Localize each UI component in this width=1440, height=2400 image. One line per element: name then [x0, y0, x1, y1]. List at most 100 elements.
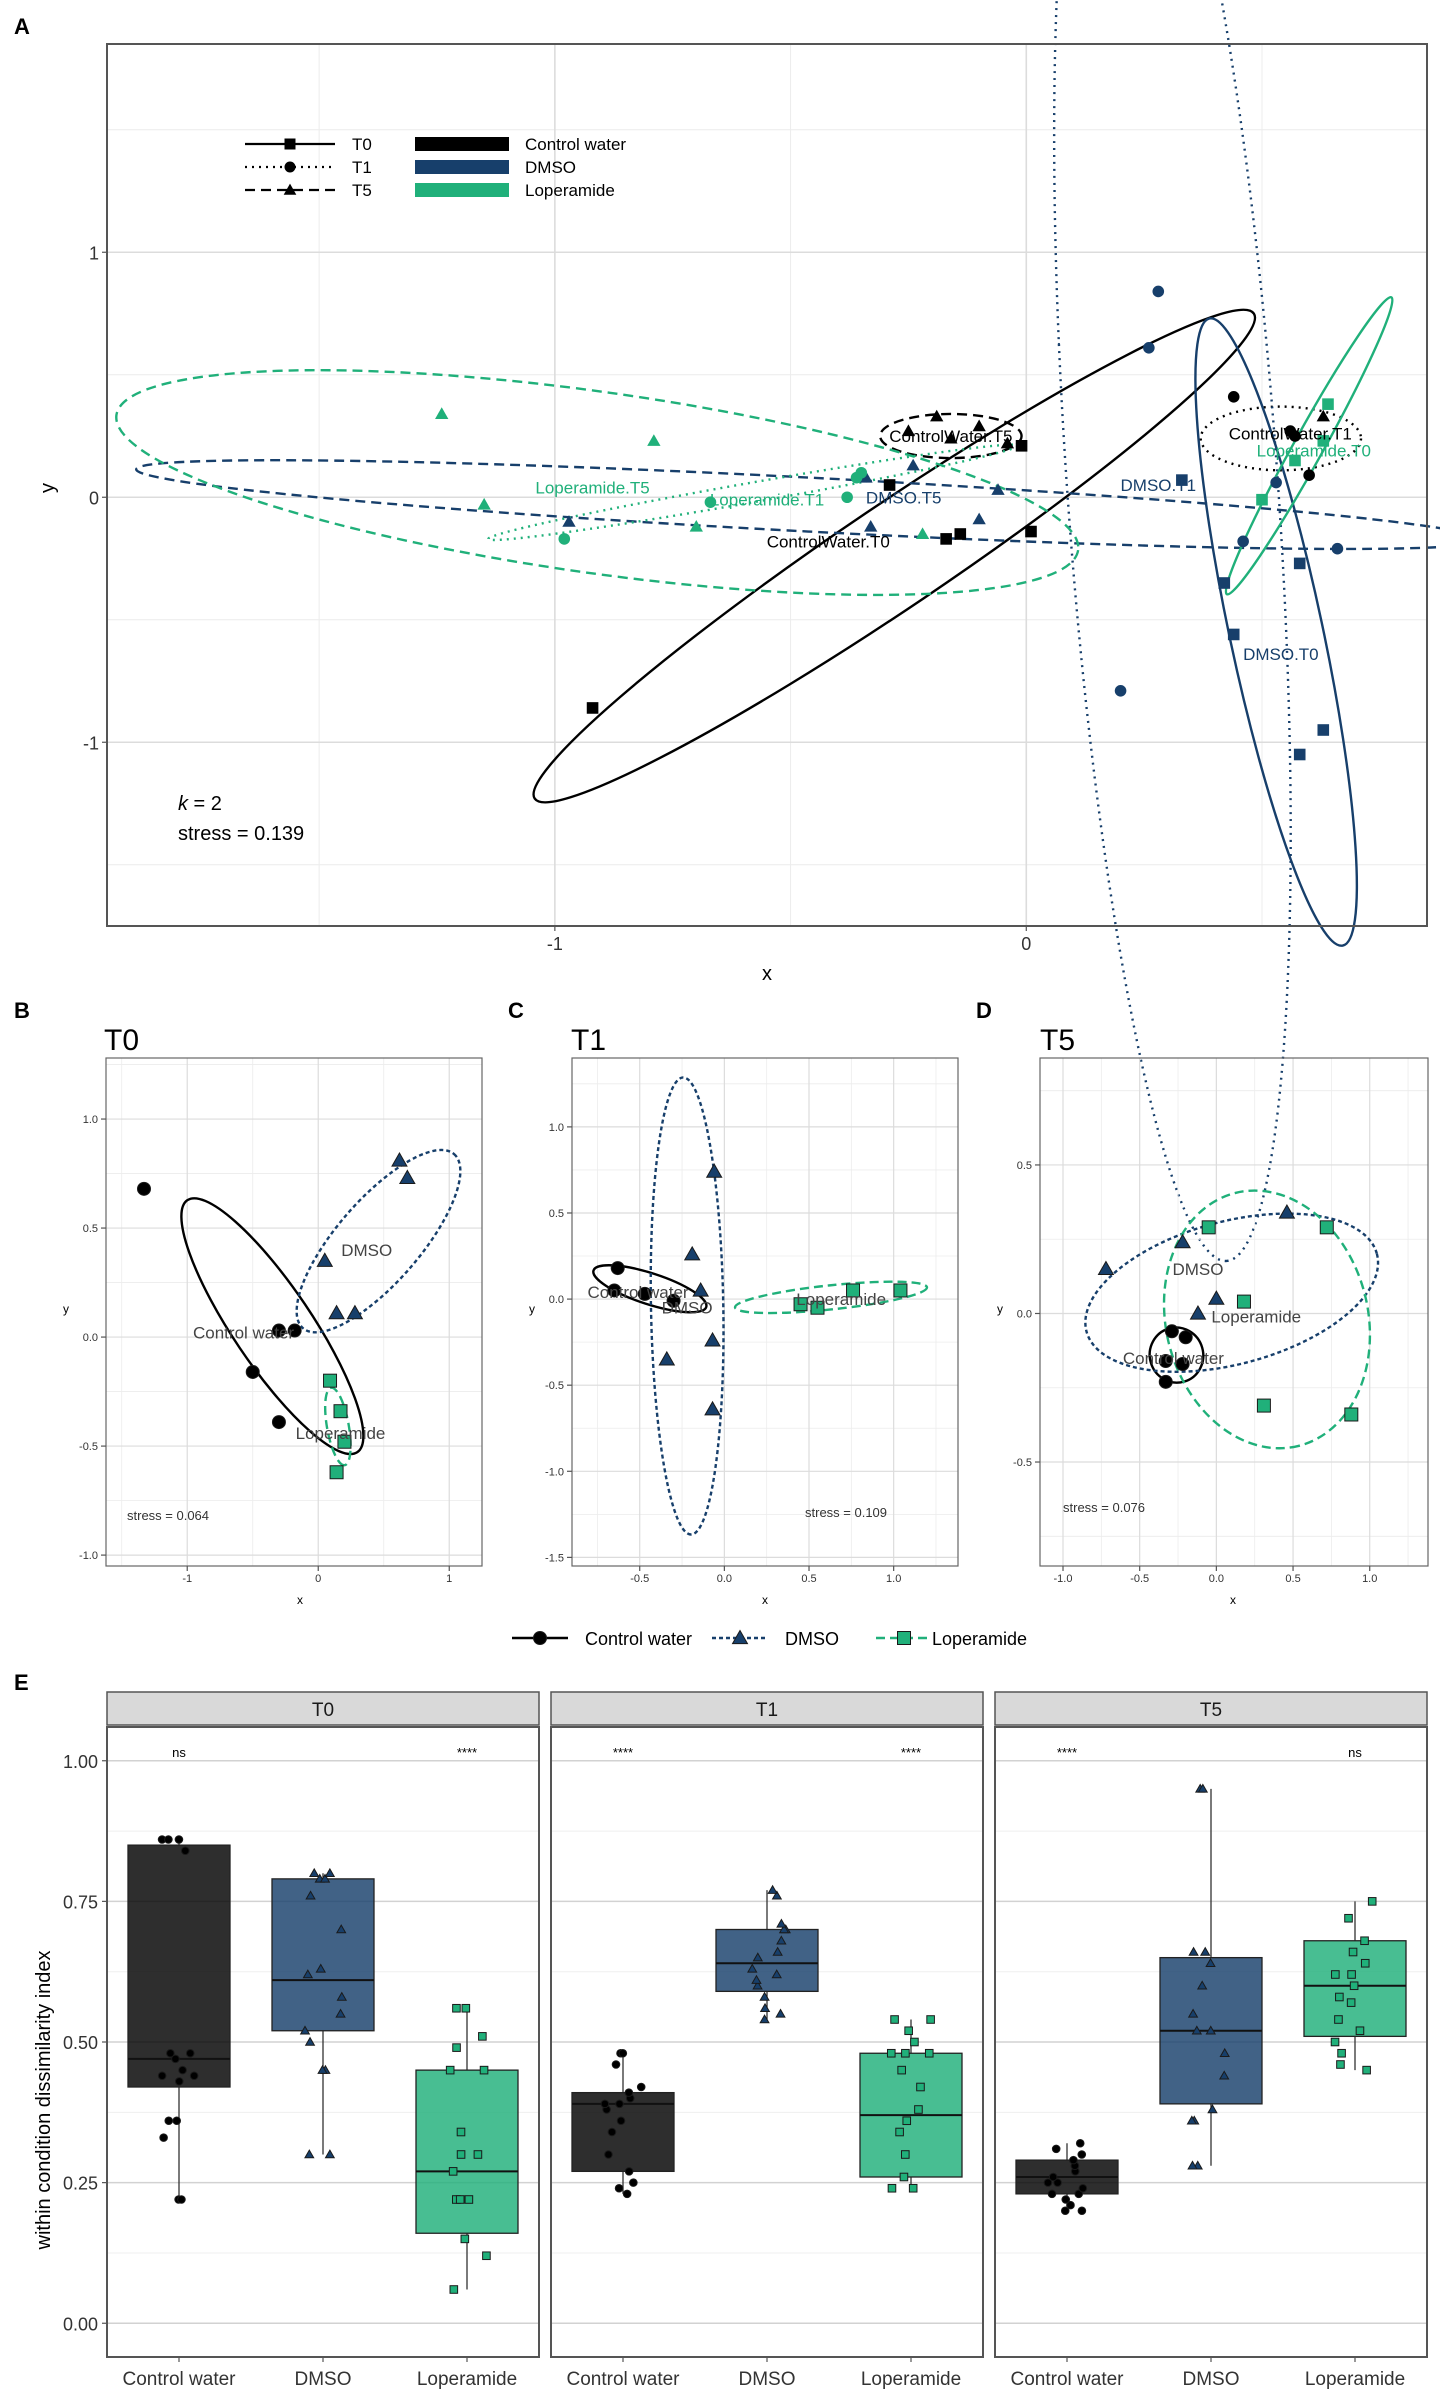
- panel-c-ytick-label-1: -1.0: [545, 1466, 564, 1478]
- panel-b-label-1: DMSO: [341, 1241, 392, 1260]
- panel-e-point-t0-loperamide-12: [453, 2044, 461, 2052]
- panel-e-point-t1-loperamide-1: [888, 2184, 896, 2192]
- panel-d-xtick-label-2: 0.0: [1209, 1573, 1224, 1585]
- panel-e-point-t5-control-water-15: [1076, 2139, 1084, 2147]
- panel-e-ytick-label-1: 0.25: [63, 2174, 98, 2194]
- panel-a-point-control-water-9: [1303, 469, 1315, 481]
- panel-d-xlabel: x: [1230, 1593, 1236, 1607]
- panel-d-xtick-label-3: 0.5: [1285, 1573, 1300, 1585]
- panel-a-point-dmso-20: [1317, 724, 1329, 736]
- panel-e-point-t0-loperamide-11: [480, 2066, 488, 2074]
- panel-e-point-t5-loperamide-11: [1361, 1959, 1369, 1967]
- panel-e-xtick-label-t1-0: Control water: [567, 2369, 681, 2390]
- panel-e-point-t0-loperamide-10: [446, 2066, 454, 2074]
- panel-e-point-t0-control-water-6: [158, 2072, 166, 2080]
- panel-e-point-t5-loperamide-7: [1336, 1993, 1344, 2001]
- panel-e-point-t1-control-water-3: [625, 2168, 633, 2176]
- panel-e-point-t0-control-water-1: [178, 2196, 186, 2204]
- panel-a-point-dmso-16: [1218, 577, 1230, 589]
- panel-b-point-control-water-2: [272, 1416, 285, 1429]
- panel-e-point-t0-control-water-5: [175, 2078, 183, 2086]
- panel-e-point-t5-loperamide-12: [1349, 1948, 1357, 1956]
- legend-a-label-t5: T5: [352, 181, 372, 200]
- panel-e-point-t5-loperamide-6: [1347, 1999, 1355, 2007]
- panel-a-point-control-water-5: [1025, 526, 1037, 538]
- panel-e-xtick-label-t1-2: Loperamide: [861, 2369, 961, 2390]
- panel-e-point-t1-loperamide-11: [902, 2049, 910, 2057]
- panel-e-point-t5-loperamide-4: [1356, 2027, 1364, 2035]
- panel-e-point-t1-loperamide-4: [896, 2128, 904, 2136]
- panel-a-xtick-label-1: 0: [1021, 934, 1031, 954]
- panel-e-signif-t5-control-water: ****: [1057, 1745, 1077, 1760]
- panel-b-point-control-water-1: [246, 1365, 259, 1378]
- panel-e-point-t1-control-water-9: [616, 2100, 624, 2108]
- legend-bcd-label-loperamide: Loperamide: [932, 1629, 1027, 1649]
- panel-a-label-7: Loperamide.T1: [710, 491, 824, 510]
- panel-c-xtick-label-3: 1.0: [886, 1573, 901, 1585]
- panel-e-point-t5-loperamide-5: [1335, 2016, 1343, 2024]
- panel-e-point-t1-loperamide-7: [917, 2083, 925, 2091]
- panel-d-xtick-label-1: -0.5: [1130, 1573, 1149, 1585]
- panel-a-point-control-water-3: [954, 528, 966, 540]
- panel-e-point-t0-loperamide-15: [453, 2004, 461, 2012]
- panel-e-point-t0-control-water-3: [165, 2117, 173, 2125]
- panel-b-label-2: Loperamide: [296, 1424, 386, 1443]
- panel-e-point-t5-loperamide-13: [1361, 1937, 1369, 1945]
- panel-e-point-t0-loperamide-14: [462, 2004, 470, 2012]
- panel-e-point-t1-loperamide-5: [903, 2117, 911, 2125]
- panel-e-point-t0-loperamide-7: [474, 2151, 482, 2159]
- panel-c-ytick-label-3: 0.0: [549, 1294, 564, 1306]
- panel-b-xtick-label-0: -1: [182, 1573, 192, 1585]
- panel-e-point-t1-loperamide-6: [915, 2106, 923, 2114]
- legend-a-group-dmso: DMSO: [525, 158, 576, 177]
- panel-b-label-0: Control water: [193, 1324, 294, 1343]
- panel-e-ytick-label-3: 0.75: [63, 1892, 98, 1912]
- panel-e-point-t1-control-water-5: [608, 2128, 616, 2136]
- panel-a-ylabel: y: [37, 483, 59, 493]
- panel-a-label-2: ControlWater.T5: [889, 427, 1012, 446]
- panel-e-point-t1-control-water-13: [612, 2061, 620, 2069]
- panel-e-ytick-label-2: 0.50: [63, 2033, 98, 2053]
- legend-a-swatch-loperamide: [415, 183, 509, 197]
- panel-label-b: B: [14, 998, 30, 1023]
- legend-a-label-t1: T1: [352, 158, 372, 177]
- panel-b-ytick-label-2: 0.0: [83, 1332, 98, 1344]
- panel-e-point-t5-control-water-4: [1048, 2190, 1056, 2198]
- panel-a-point-loperamide-34: [1256, 494, 1268, 506]
- panel-e-point-t1-loperamide-9: [925, 2049, 933, 2057]
- panel-e-strip-title-t5: T5: [1200, 1700, 1222, 1721]
- panel-a-point-control-water-4: [1016, 440, 1028, 452]
- panel-e-point-t0-loperamide-5: [456, 2196, 464, 2204]
- panel-e-point-t1-loperamide-3: [901, 2151, 909, 2159]
- panel-e-point-t0-control-water-15: [165, 1836, 173, 1844]
- panel-e-point-t0-loperamide-13: [479, 2033, 487, 2041]
- panel-a-point-dmso-22: [1143, 342, 1155, 354]
- panel-d-ylabel: y: [997, 1302, 1003, 1316]
- panel-e-xtick-label-t5-2: Loperamide: [1305, 2369, 1405, 2390]
- panel-d-label-0: Control water: [1123, 1349, 1224, 1368]
- panel-e-point-t1-control-water-8: [601, 2100, 609, 2108]
- panel-b-xtick-label-2: 1: [446, 1573, 452, 1585]
- panel-a-stress: stress = 0.139: [178, 823, 304, 845]
- panel-e-point-t5-loperamide-14: [1345, 1914, 1353, 1922]
- panel-e-point-t0-loperamide-2: [461, 2235, 469, 2243]
- panel-e-xtick-label-t5-1: DMSO: [1183, 2369, 1240, 2390]
- panel-d-point-control-water-0: [1165, 1325, 1178, 1338]
- panel-a-label-0: ControlWater.T0: [767, 532, 890, 551]
- panel-e-point-t0-loperamide-4: [465, 2196, 473, 2204]
- panel-c-ytick-label-4: 0.5: [549, 1208, 564, 1220]
- panel-label-d: D: [976, 998, 992, 1023]
- panel-label-c: C: [508, 998, 524, 1023]
- panel-e-xtick-label-t0-1: DMSO: [295, 2369, 352, 2390]
- panel-e-box-t0-loperamide: [416, 2070, 518, 2233]
- panel-e-point-t5-loperamide-9: [1348, 1971, 1356, 1979]
- panel-a-k-annotation: k = 2: [178, 793, 222, 815]
- panel-e-point-t1-control-water-4: [605, 2151, 613, 2159]
- panel-d-point-control-water-1: [1179, 1331, 1192, 1344]
- panel-b-point-loperamide-11: [334, 1405, 347, 1418]
- panel-e-point-t5-control-water-13: [1078, 2151, 1086, 2159]
- panel-c-point-control-water-0: [611, 1262, 624, 1275]
- panel-e-xtick-label-t1-1: DMSO: [739, 2369, 796, 2390]
- panel-c-ytick-label-0: -1.5: [545, 1552, 564, 1564]
- panel-a-point-dmso-23: [1152, 286, 1164, 298]
